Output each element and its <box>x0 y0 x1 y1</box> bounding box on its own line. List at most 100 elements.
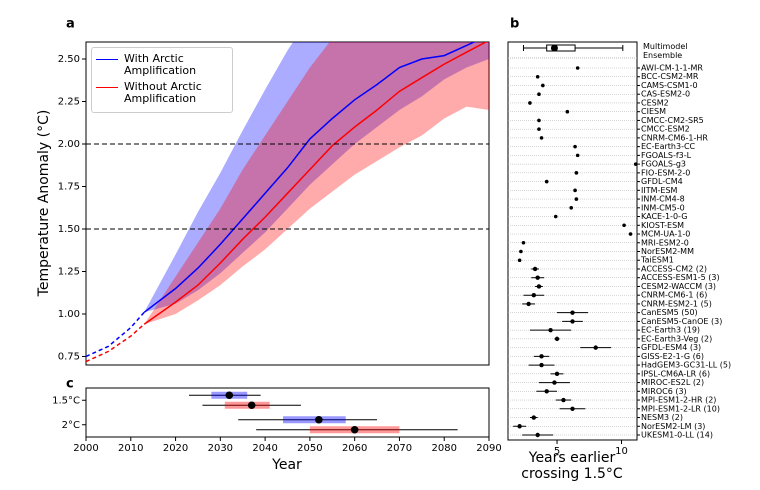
dot <box>535 74 540 79</box>
box <box>283 416 346 424</box>
panel-b: 5 10 AWI-CM-1-1-MRBCC-CSM2-MRCAMS-CSM1-0CA… <box>507 41 731 457</box>
mean-dot <box>315 415 323 424</box>
panel-label: c <box>66 377 74 392</box>
model-label: CNRM-CM6-1-HR <box>641 133 708 142</box>
x-tick-label: 2060 <box>342 443 367 454</box>
dot <box>565 109 570 114</box>
dot <box>548 327 553 333</box>
dot <box>521 240 526 245</box>
dot <box>544 389 549 394</box>
dot <box>575 66 580 70</box>
dot <box>570 319 575 324</box>
panel-label: b <box>510 17 519 32</box>
model-label: CNRM-CM6-1 (6) <box>641 291 707 300</box>
model-label: ACCESS-CM2 (2) <box>641 264 707 273</box>
legend-label: With Arctic Amplification <box>124 52 197 77</box>
dot <box>554 336 560 342</box>
model-label: FGOALS-f3-L <box>641 151 692 160</box>
dot <box>539 362 544 368</box>
y-tick-label: 2°C <box>62 420 80 431</box>
line <box>86 323 145 363</box>
model-label: KACE-1-0-G <box>641 212 687 221</box>
dot <box>574 171 579 175</box>
x-tick-label: 10 <box>615 446 628 457</box>
model-label: CESM2 <box>641 98 669 107</box>
dot <box>575 153 580 158</box>
model-label: KIOST-ESM <box>641 221 684 230</box>
plot-area <box>86 42 489 363</box>
dot <box>593 345 598 350</box>
line <box>143 42 488 325</box>
x-tick-label: 2030 <box>208 443 233 454</box>
mean-dot <box>350 425 359 434</box>
model-label: GFDL-ESM4 (3) <box>641 343 701 352</box>
model-label: GISS-E2-1-G (6) <box>641 352 704 361</box>
model-label: NorESM2-MM <box>641 247 694 256</box>
box <box>546 44 576 52</box>
model-label: UKESM1-0-LL (14) <box>641 431 713 440</box>
x-tick-label: 2080 <box>431 443 456 454</box>
dot <box>539 354 544 359</box>
model-label: MCM-UA-1-0 <box>641 230 690 239</box>
dot <box>537 118 541 123</box>
dot <box>628 232 633 236</box>
dot <box>531 292 536 298</box>
model-label: EC-Earth3 (19) <box>641 326 700 335</box>
x-tick-label: 2020 <box>163 443 188 454</box>
y-tick-label: 1.50 <box>58 224 80 235</box>
dot <box>526 301 531 307</box>
model-label: GFDL-CM4 <box>641 177 683 186</box>
median-dot <box>550 44 558 52</box>
y-tick-label: 2.00 <box>58 139 80 150</box>
x-tick-label: 2090 <box>476 443 501 454</box>
legend-swatch <box>96 59 118 60</box>
dot <box>528 101 532 105</box>
dot <box>517 258 522 263</box>
model-label: CNRM-ESM2-1 (5) <box>641 299 712 308</box>
dot <box>517 424 522 429</box>
model-label: MIROC-ES2L (2) <box>641 378 704 387</box>
model-label: MRI-ESM2-0 <box>641 238 689 247</box>
dot <box>570 310 575 315</box>
legend: With Arctic Amplification Without Arctic … <box>91 47 233 113</box>
panel-c: 2000 2010 2020 2030 2040 2050 2060 2070 2080 2090… <box>52 387 502 454</box>
model-label: INM-CM4-8 <box>641 195 685 204</box>
dot <box>622 223 626 228</box>
mean-dot <box>247 401 256 410</box>
model-label: EC-Earth3-CC <box>641 142 696 151</box>
legend-entry: With Arctic Amplification <box>96 53 228 77</box>
model-label: CIESM <box>641 107 666 116</box>
x-axis-label: Year <box>271 457 302 473</box>
model-label: AWI-CM-1-1-MR <box>641 64 703 73</box>
dot <box>519 249 523 254</box>
dot <box>553 214 558 219</box>
model-label: BCC-CSM2-MR <box>641 72 699 81</box>
dot <box>544 179 549 184</box>
plot-frame <box>85 387 490 438</box>
plot-frame <box>85 41 490 366</box>
model-label: CMCC-CM2-SR5 <box>641 116 704 125</box>
model-label: INM-CM5-0 <box>641 203 685 212</box>
model-label: ACCESS-ESM1-5 (3) <box>641 273 720 282</box>
y-tick-label: 1.75 <box>58 182 80 193</box>
x-tick-label: 2050 <box>297 443 322 454</box>
model-label: HadGEM3-GC31-LL (5) <box>641 361 731 370</box>
dot <box>535 432 540 438</box>
y-tick-label: 1.5°C <box>52 395 80 406</box>
model-label: TaiESM1 <box>640 256 674 265</box>
dot <box>574 197 579 201</box>
model-label: IPSL-CM6A-LR (6) <box>641 369 710 378</box>
dot <box>536 284 542 289</box>
range-band <box>144 42 489 325</box>
dot <box>539 136 544 140</box>
x-axis-label: Years earlier crossing 1.5°C <box>521 450 623 482</box>
legend-swatch <box>96 87 118 88</box>
dot <box>531 415 536 420</box>
ensemble-label: Multimodel Ensemble <box>643 42 688 60</box>
dot <box>633 162 638 166</box>
dot <box>573 144 577 149</box>
legend-label: Without Arctic Amplification <box>124 80 202 105</box>
dot <box>570 406 575 411</box>
dot <box>532 266 538 272</box>
